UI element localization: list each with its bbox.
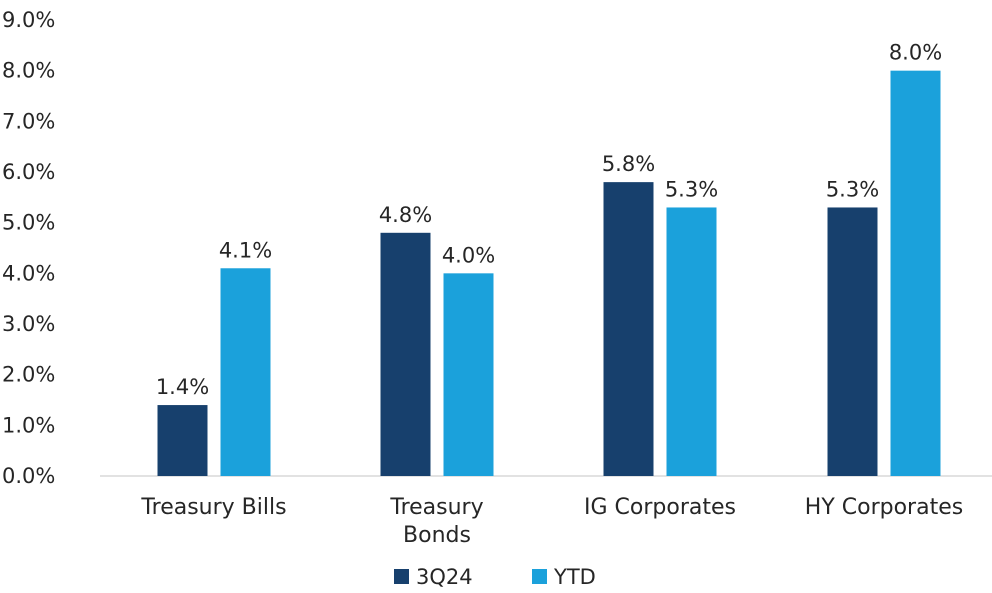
bar-ytd-3 [890,70,941,477]
y-tick-label: 8.0% [2,59,55,83]
y-tick-label: 3.0% [2,312,55,336]
data-label: 5.3% [826,177,879,201]
data-label: 4.0% [442,243,495,267]
bars [157,70,941,477]
x-category-label: Treasury [389,495,483,520]
bar-3q24-2 [603,182,654,476]
x-category-label: IG Corporates [584,495,736,520]
data-label: 5.8% [602,152,655,176]
legend-label: YTD [553,565,596,589]
data-labels: 1.4% 4.8% 5.8% 5.3% 4.1% 4.0% 5.3% 8.0% [156,41,942,399]
y-tick-label: 1.0% [2,413,55,437]
y-tick-label: 4.0% [2,261,55,285]
x-category-label: Treasury Bills [140,495,286,520]
x-category-label: HY Corporates [805,495,963,520]
data-label: 5.3% [665,177,718,201]
data-label: 4.1% [219,238,272,262]
y-tick-label: 6.0% [2,160,55,184]
legend-label: 3Q24 [416,565,473,589]
x-category-label: Bonds [403,523,471,548]
legend-swatch [394,569,409,584]
y-tick-label: 7.0% [2,109,55,133]
bar-3q24-3 [827,207,878,476]
bar-ytd-1 [443,273,494,476]
data-label: 4.8% [379,203,432,227]
legend: 3Q24 YTD [394,565,596,589]
y-tick-label: 0.0% [2,464,55,488]
x-axis: Treasury Bills Treasury Bonds IG Corporates… [140,495,963,548]
legend-swatch [532,569,547,584]
bar-3q24-0 [157,405,208,476]
bar-ytd-0 [220,268,271,476]
y-tick-label: 2.0% [2,363,55,387]
y-tick-label: 9.0% [2,8,55,32]
data-label: 1.4% [156,375,209,399]
data-label: 8.0% [889,41,942,65]
bar-3q24-1 [380,232,431,476]
y-axis: 0.0% 1.0% 2.0% 3.0% 4.0% 5.0% 6.0% 7.0% 8.0% 9.0% [2,8,55,488]
bar-ytd-2 [666,207,717,476]
y-tick-label: 5.0% [2,211,55,235]
